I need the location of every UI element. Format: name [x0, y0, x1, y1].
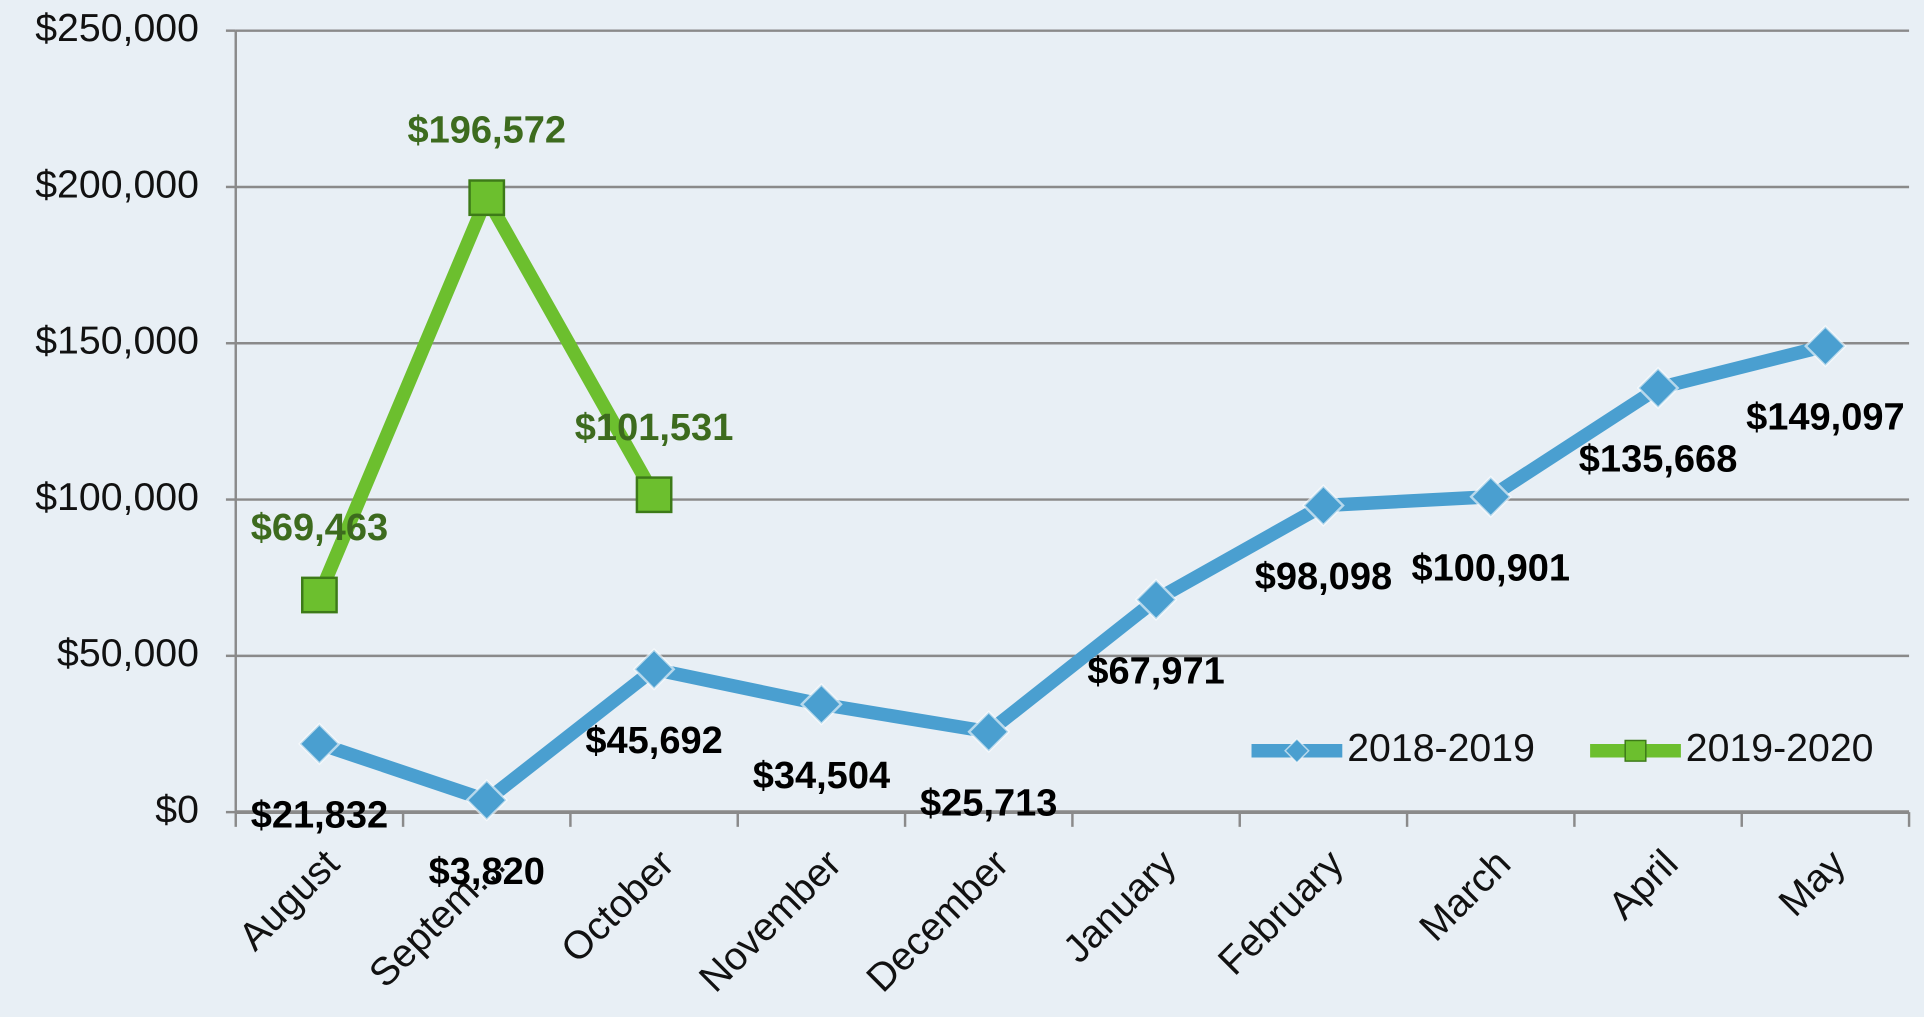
- x-tick-label: April: [1600, 841, 1687, 928]
- y-tick-label: $200,000: [35, 162, 199, 206]
- series: $69,463 $196,572 $101,531: [251, 110, 734, 614]
- x-tick-label: August: [230, 841, 348, 959]
- data-label: $25,713: [920, 782, 1057, 824]
- data-label: $69,463: [251, 507, 388, 549]
- data-label: $3,820: [429, 851, 545, 893]
- data-label: $135,668: [1579, 439, 1738, 481]
- series: $21,832 $3,820 $45,692 $34,504 $25,713 $67,97…: [251, 324, 1905, 893]
- legend: 2018-2019 2019-2020: [1251, 726, 1874, 770]
- data-label: $196,572: [407, 110, 566, 152]
- legend-marker: [1284, 737, 1310, 764]
- x-tick-label: May: [1770, 841, 1854, 925]
- x-tick-label: October: [553, 841, 683, 971]
- legend-label: 2019-2020: [1686, 726, 1874, 770]
- x-tick-label: November: [691, 841, 850, 1000]
- legend-label: 2018-2019: [1347, 726, 1535, 770]
- y-tick-label: $250,000: [35, 6, 199, 50]
- y-tick-label: $150,000: [35, 319, 199, 363]
- x-tick-label: January: [1055, 841, 1185, 971]
- data-point: [1469, 475, 1513, 519]
- data-point: [468, 179, 506, 217]
- x-tick-label: February: [1210, 841, 1352, 983]
- data-label: $100,901: [1411, 547, 1570, 589]
- data-label: $101,531: [575, 407, 734, 449]
- x-tick-label: December: [858, 841, 1017, 1000]
- y-tick-label: $0: [155, 788, 199, 832]
- data-point: [465, 778, 509, 822]
- x-tick-label: March: [1411, 841, 1519, 949]
- legend-marker: [1624, 739, 1647, 762]
- data-point: [1134, 578, 1178, 622]
- data-point: [298, 722, 341, 766]
- data-label: $45,692: [585, 720, 722, 762]
- data-label: $149,097: [1746, 397, 1905, 439]
- data-label: $34,504: [753, 755, 890, 797]
- data-label: $21,832: [251, 795, 388, 837]
- data-point: [301, 576, 338, 614]
- data-point: [800, 682, 843, 726]
- y-tick-label: $100,000: [35, 475, 199, 519]
- data-point: [1302, 484, 1345, 527]
- data-point: [1804, 324, 1847, 368]
- data-point: [967, 710, 1011, 754]
- data-point: [632, 647, 676, 691]
- data-point: [635, 476, 673, 514]
- y-tick-label: $50,000: [57, 631, 199, 675]
- series-line: [317, 339, 1828, 807]
- data-point: [1636, 366, 1680, 410]
- data-label: $67,971: [1087, 650, 1224, 692]
- data-label: $98,098: [1255, 556, 1392, 598]
